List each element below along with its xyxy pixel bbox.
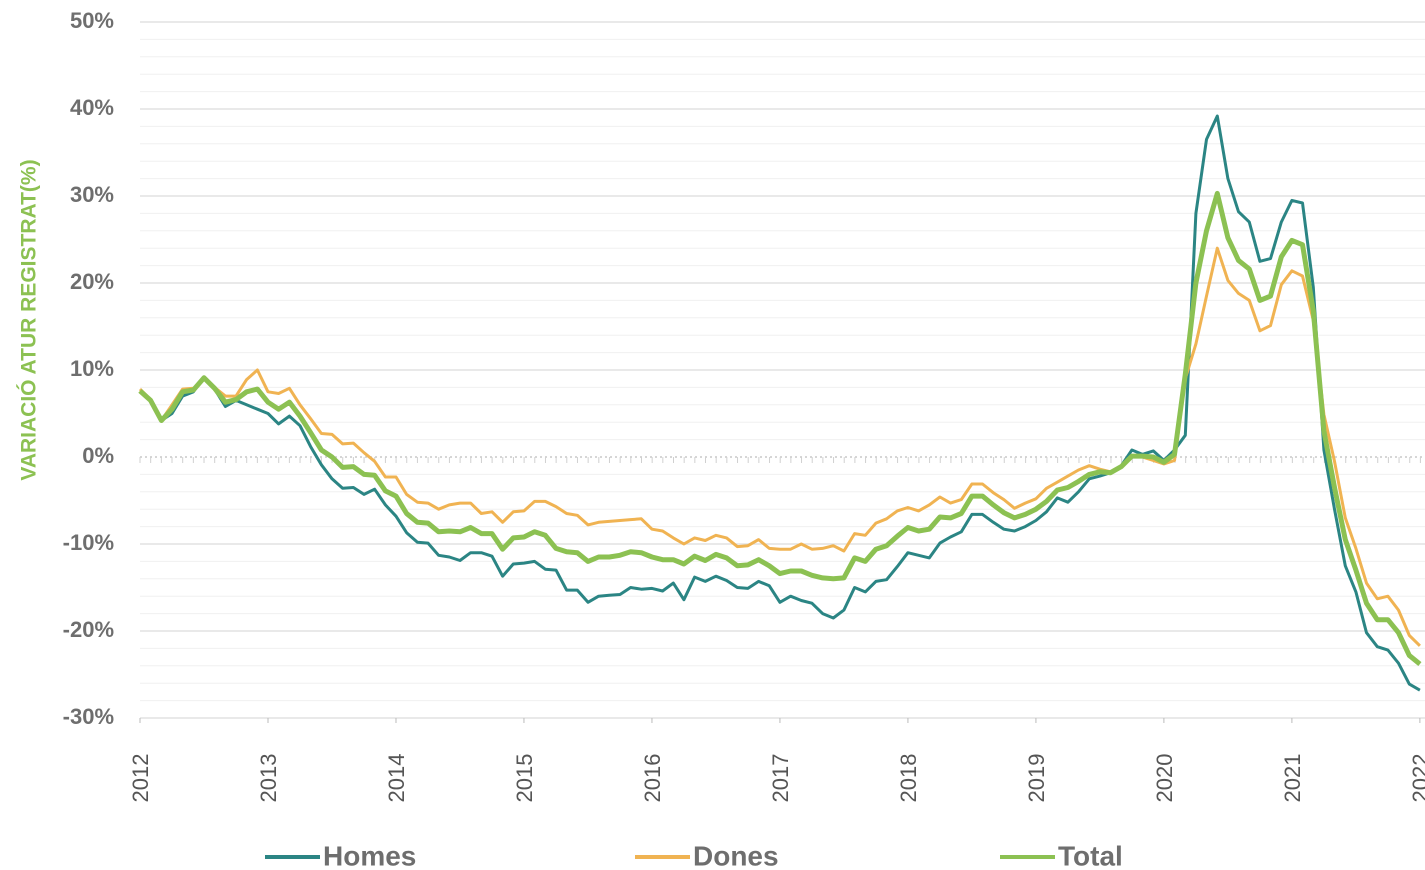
y-axis-label: VARIACIÓ ATUR REGISTRAT(%) [17, 159, 41, 480]
y-tick-label: -20% [63, 617, 114, 642]
series-line [138, 190, 1422, 667]
legend-label: Total [1058, 840, 1123, 870]
x-tick-label: 2021 [1280, 754, 1305, 803]
x-tick-label: 2016 [640, 754, 665, 803]
x-tick-label: 2017 [768, 754, 793, 803]
x-tick-label: 2015 [512, 754, 537, 803]
x-tick-label: 2013 [256, 754, 281, 803]
x-tick-label: 2020 [1152, 754, 1177, 803]
y-tick-label: 10% [70, 356, 114, 381]
x-tick-label: 2019 [1024, 754, 1049, 803]
x-tick-label: 2014 [384, 754, 409, 803]
y-tick-label: -10% [63, 530, 114, 555]
series-line [139, 114, 1421, 692]
x-tick-label: 2012 [128, 754, 153, 803]
y-tick-label: -30% [63, 704, 114, 729]
x-tick-label: 2022 [1408, 754, 1425, 803]
x-tick-label: 2018 [896, 754, 921, 803]
y-tick-label: 40% [70, 95, 114, 120]
series-line [138, 246, 1421, 647]
legend-label: Homes [323, 840, 416, 870]
y-tick-label: 50% [70, 8, 114, 33]
y-tick-label: 20% [70, 269, 114, 294]
y-tick-label: 30% [70, 182, 114, 207]
y-tick-label: 0% [82, 443, 114, 468]
legend-label: Dones [693, 840, 779, 870]
